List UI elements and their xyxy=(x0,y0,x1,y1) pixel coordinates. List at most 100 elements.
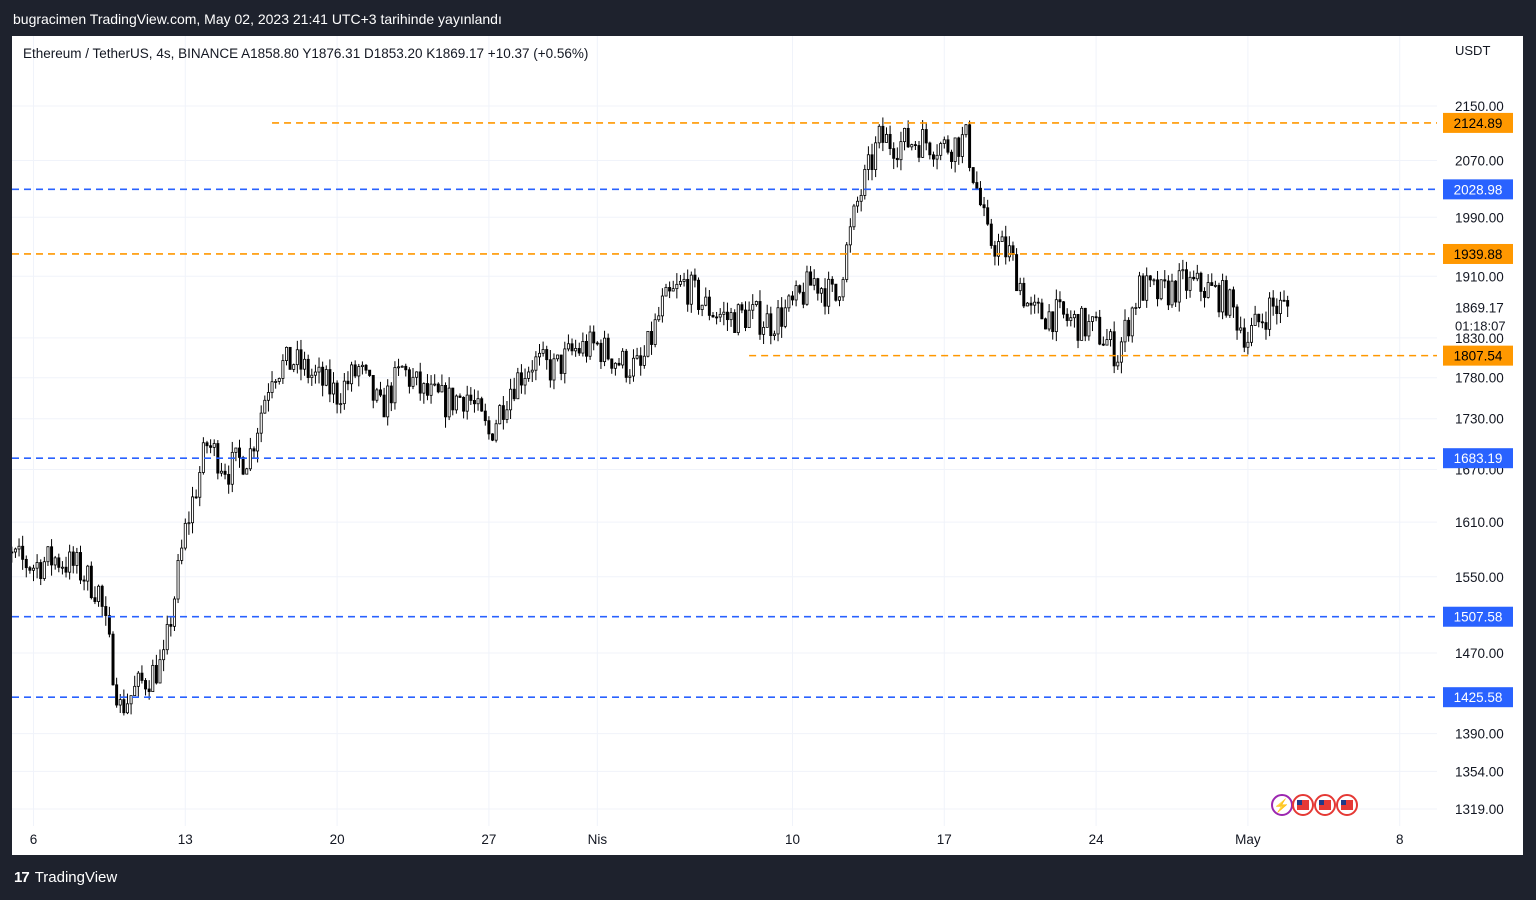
candle-body xyxy=(274,381,278,383)
candle-body xyxy=(1047,311,1051,330)
candle-body xyxy=(53,557,57,566)
candle-body xyxy=(75,552,79,566)
candle-body xyxy=(328,369,332,395)
price-chart[interactable]: Ethereum / TetherUS, 4s, BINANCE A1858.8… xyxy=(12,36,1523,855)
y-tick-label: 1780.00 xyxy=(1455,371,1504,386)
candle-body xyxy=(689,274,693,305)
candle-body xyxy=(270,381,274,393)
candle-body xyxy=(1239,327,1243,331)
candle-body xyxy=(635,355,639,359)
candle-body xyxy=(733,312,737,333)
candle-body xyxy=(28,567,32,571)
tradingview-brand[interactable]: 17 TradingView xyxy=(14,869,117,886)
candle-body xyxy=(118,699,122,706)
y-tick-label: 1910.00 xyxy=(1455,269,1504,284)
candle-body xyxy=(1275,305,1279,314)
candle-body xyxy=(342,380,346,405)
candle-body xyxy=(60,566,64,569)
candle-body xyxy=(1091,316,1094,322)
candle-body xyxy=(577,347,581,354)
candle-body xyxy=(1260,321,1264,324)
candle-body xyxy=(599,342,603,363)
currency-label: USDT xyxy=(1455,43,1490,58)
candle-body xyxy=(310,374,314,379)
candle-body xyxy=(248,448,252,470)
candle-body xyxy=(1022,282,1026,307)
candle-body xyxy=(1025,302,1029,307)
y-tick-label: 1354.00 xyxy=(1455,764,1504,779)
candle-body xyxy=(1163,279,1167,282)
candle-body xyxy=(1206,282,1210,298)
candle-body xyxy=(350,364,354,385)
candle-body xyxy=(660,295,664,317)
candle-body xyxy=(556,354,560,360)
candle-body xyxy=(957,137,961,157)
candle-body xyxy=(82,579,86,582)
candle-body xyxy=(653,319,657,345)
candle-body xyxy=(505,409,509,420)
candle-body xyxy=(1105,339,1109,346)
candle-body xyxy=(581,340,585,354)
candle-body xyxy=(888,133,892,150)
candle-body xyxy=(1184,269,1188,291)
candle-body xyxy=(1217,284,1221,313)
candle-body xyxy=(585,340,588,357)
candle-body xyxy=(1029,302,1033,306)
candle-body xyxy=(147,688,151,693)
chart-panel[interactable]: Ethereum / TetherUS, 4s, BINANCE A1858.8… xyxy=(12,36,1523,855)
candle-body xyxy=(856,200,860,207)
candle-body xyxy=(444,385,448,418)
candle-body xyxy=(375,389,379,401)
flag-canton xyxy=(1297,800,1302,805)
candle-body xyxy=(198,472,202,498)
candle-body xyxy=(610,358,614,369)
candle-body xyxy=(389,385,393,404)
candle-body xyxy=(86,565,90,582)
candle-body xyxy=(646,331,650,357)
candle-body xyxy=(823,288,827,307)
candle-body xyxy=(24,558,28,569)
candle-body xyxy=(100,585,104,607)
candle-body xyxy=(595,342,599,345)
level-price-label: 2028.98 xyxy=(1454,182,1503,197)
event-badges[interactable]: ⚡ xyxy=(1271,794,1358,816)
candle-body xyxy=(1188,276,1192,291)
candle-body xyxy=(830,278,834,285)
candle-body xyxy=(501,405,505,420)
candle-body xyxy=(1268,297,1272,330)
candle-body xyxy=(415,371,419,378)
candle-body xyxy=(762,326,766,335)
candle-body xyxy=(1286,300,1290,307)
candle-body xyxy=(819,288,823,294)
candle-body xyxy=(1228,289,1232,316)
candle-body xyxy=(418,371,422,394)
candle-body xyxy=(538,352,541,358)
candle-body xyxy=(462,396,466,412)
candle-body xyxy=(1000,236,1004,242)
candle-body xyxy=(303,358,307,370)
candle-body xyxy=(1072,314,1076,319)
candle-body xyxy=(921,129,925,158)
candle-body xyxy=(924,129,928,144)
candle-body xyxy=(899,141,903,161)
candle-body xyxy=(1094,316,1098,319)
candle-body xyxy=(628,375,632,378)
candle-body xyxy=(603,337,607,363)
candle-body xyxy=(1271,297,1275,307)
candle-body xyxy=(776,307,780,335)
candle-body xyxy=(812,278,816,286)
candle-body xyxy=(1242,327,1246,348)
candle-body xyxy=(1127,319,1131,337)
candle-body xyxy=(480,398,484,412)
candle-body xyxy=(1278,299,1282,314)
candle-body xyxy=(686,278,690,305)
candle-body xyxy=(1231,289,1235,308)
last-price-label: 1869.17 xyxy=(1455,300,1504,315)
candle-body xyxy=(32,567,35,571)
candle-body xyxy=(657,315,661,321)
horizontal-levels[interactable] xyxy=(12,122,1437,698)
candle-body xyxy=(104,606,108,616)
candle-body xyxy=(1235,306,1239,331)
level-price-label: 1939.88 xyxy=(1454,247,1503,262)
y-tick-label: 1550.00 xyxy=(1455,570,1504,585)
